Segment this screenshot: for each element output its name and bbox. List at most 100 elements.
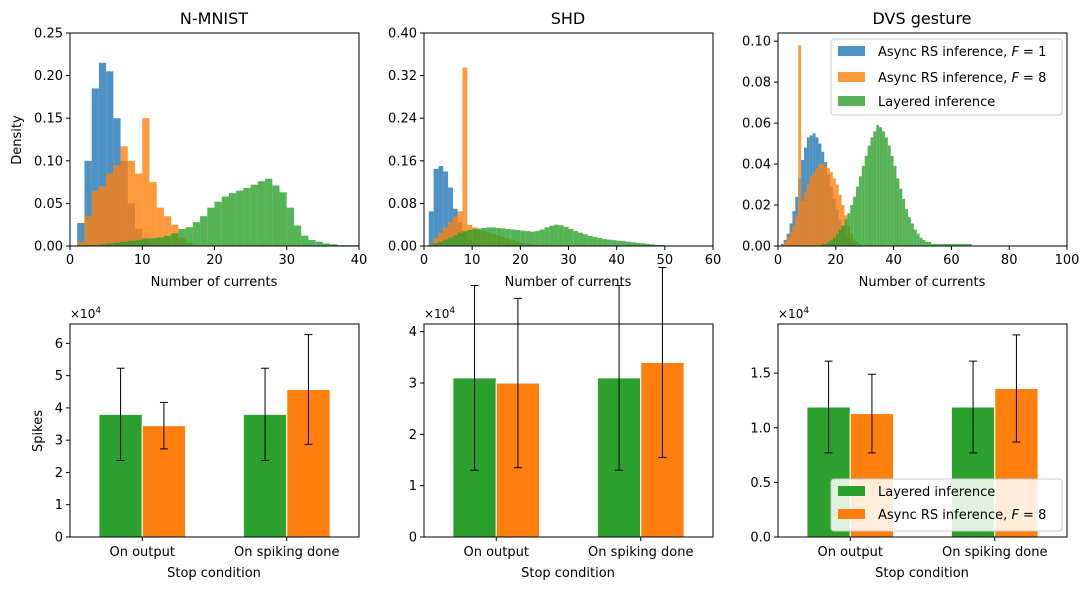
dvs-title: DVS gesture <box>872 9 971 28</box>
hist-bar-blue <box>84 160 92 246</box>
category-label: On spiking done <box>588 545 693 560</box>
shd-ticks: 0.00 0.08 0.16 0.24 0.32 0.40 0 10 20 30 40 50 60 <box>388 27 721 269</box>
hist-bar-green <box>563 226 569 246</box>
category-label: On output <box>110 545 175 560</box>
ytick-label: 0.5 <box>750 476 771 491</box>
hist-bar-green <box>163 235 172 246</box>
hist-bar-green <box>951 243 955 246</box>
dvs-spikes-multiplier: ×104 <box>778 306 809 321</box>
hist-bar-orange <box>786 237 790 246</box>
hist-bar-green <box>98 244 107 246</box>
hist-bar-orange <box>795 215 799 246</box>
hist-bar-green <box>893 166 897 246</box>
xtick-label: 20 <box>206 253 223 268</box>
dvs-legend-box <box>830 38 1063 116</box>
hist-bar-green <box>655 244 661 246</box>
hist-bar-green <box>330 244 338 246</box>
nmnist-spikes-ylabel: Spikes <box>31 410 46 452</box>
hist-bar-green <box>592 236 598 246</box>
hist-bar-orange <box>438 232 444 246</box>
hist-bar-orange <box>120 146 128 246</box>
hist-bar-blue <box>433 168 439 246</box>
xtick-label: 20 <box>512 253 529 268</box>
ytick-label: 0.04 <box>742 158 771 173</box>
hist-bar-orange <box>113 165 121 246</box>
nmnist-axes-frame <box>69 32 360 247</box>
hist-bar-green <box>496 227 502 246</box>
hist-bar-green <box>856 186 859 246</box>
hist-bar-orange <box>804 192 807 246</box>
category-label: On spiking done <box>234 545 339 560</box>
hist-bar-green <box>957 243 961 246</box>
hist-bar-green <box>525 231 530 246</box>
hist-bar-green <box>908 217 911 246</box>
hist-bar-orange <box>443 227 449 246</box>
hist-bar-orange <box>84 216 92 246</box>
xtick-label: 60 <box>705 253 722 268</box>
hist-bar-green <box>250 184 258 246</box>
hist-bar-green <box>645 243 651 246</box>
dvs-xlabel: Number of currents <box>859 275 986 290</box>
hist-bar-green <box>913 229 917 246</box>
hist-bar-blue <box>98 62 107 246</box>
ytick-label: 0 <box>409 531 417 546</box>
ytick-label: 0.05 <box>34 197 63 212</box>
hist-bar-orange <box>838 194 842 246</box>
nmnist-ylabel: Density <box>10 115 25 165</box>
hist-bar-green <box>501 228 506 246</box>
hist-bar-green <box>505 228 511 246</box>
hist-bar-green <box>221 196 229 246</box>
hist-bar-green <box>631 242 636 246</box>
hist-bar-orange <box>127 160 136 246</box>
bar-orange <box>141 425 187 538</box>
dvs-legend-label-layered: Layered inference <box>878 95 995 110</box>
nmnist-spikes-axes-frame <box>69 323 360 538</box>
ytick-label: 0.00 <box>742 240 771 255</box>
xtick-label: 30 <box>278 253 295 268</box>
ytick-label: 2 <box>409 428 417 443</box>
dvs-histogram-panel: DVS gesture 0.00 0.02 0.04 0.06 0.08 0.10 0 20 4… <box>742 9 1079 290</box>
hist-bar-orange <box>91 190 99 246</box>
hist-bar-green <box>315 241 323 246</box>
shd-bars <box>428 67 694 246</box>
hist-bar-orange <box>135 173 143 246</box>
hist-bar-green <box>200 216 208 246</box>
ytick-label: 0.0 <box>750 531 771 546</box>
ytick-label: 0.02 <box>742 199 771 214</box>
hist-bar-green <box>279 192 287 246</box>
ytick-label: 3 <box>55 434 63 449</box>
hist-bar-orange <box>452 216 458 246</box>
hist-bar-green <box>861 166 865 246</box>
hist-bar-green <box>821 243 825 246</box>
hist-bar-green <box>870 137 874 246</box>
shd-spikes-bars <box>452 267 685 538</box>
hist-bar-green <box>824 243 828 246</box>
hist-bar-orange <box>806 184 810 246</box>
hist-bar-green <box>928 241 932 246</box>
hist-bar-green <box>113 242 121 246</box>
category-label: On output <box>464 545 529 560</box>
ytick-label: 0.00 <box>34 240 63 255</box>
ytick-label: 0.32 <box>388 69 417 84</box>
hist-bar-green <box>120 241 128 246</box>
hist-bar-orange <box>818 164 822 246</box>
hist-bar-green <box>934 243 937 246</box>
ytick-label: 1 <box>409 479 417 494</box>
hist-bar-orange <box>106 173 114 246</box>
dvs-spikes-legend-box <box>830 478 1063 532</box>
hist-bar-green <box>457 232 463 246</box>
xtick-label: 40 <box>608 253 625 268</box>
hist-bar-green <box>942 243 946 246</box>
hist-bar-orange <box>163 216 172 246</box>
hist-bar-green <box>607 239 612 246</box>
hist-bar-green <box>850 205 854 246</box>
dvs-legend-swatch-layered <box>838 96 865 106</box>
hist-bar-green <box>192 222 201 246</box>
hist-bar-green <box>922 239 926 246</box>
hist-bar-green <box>476 228 482 246</box>
hist-bar-green <box>954 243 958 246</box>
hist-bar-orange <box>835 184 839 246</box>
category-label: On spiking done <box>942 545 1047 560</box>
hist-bar-green <box>452 235 458 246</box>
hist-bar-orange <box>783 241 787 246</box>
